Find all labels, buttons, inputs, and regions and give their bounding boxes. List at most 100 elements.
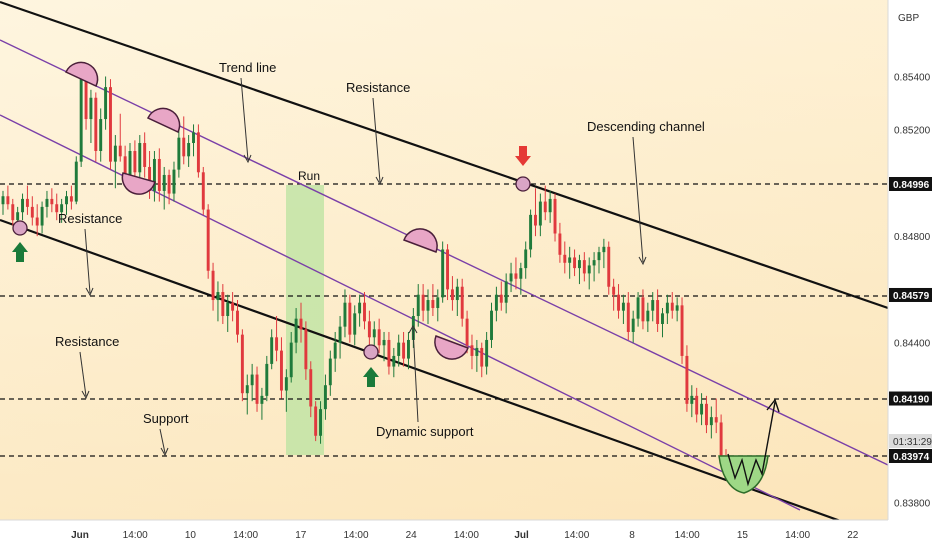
candle-body — [275, 337, 279, 351]
level-tag-label: 0.84190 — [893, 395, 930, 406]
candle-body — [612, 286, 616, 295]
candle-body — [236, 310, 239, 335]
candle-body — [416, 294, 420, 317]
annotation-descending-channel: Descending channel — [587, 119, 705, 134]
candle — [343, 289, 347, 338]
candle-body — [465, 318, 469, 346]
price-axis[interactable]: GBP 0.854000.852000.848000.844000.83800 … — [887, 0, 932, 520]
pointer-arrow-icon — [85, 287, 94, 297]
candle-body — [470, 345, 474, 356]
candle-body — [719, 422, 723, 458]
projection-path — [727, 401, 776, 487]
candle-body — [504, 281, 508, 303]
price-tick-label: 0.85400 — [894, 72, 931, 83]
candle-body — [65, 196, 68, 205]
candle-body — [1, 196, 5, 205]
candle — [617, 284, 620, 319]
candle — [455, 278, 459, 317]
candle-body — [118, 145, 122, 157]
run-zone — [286, 185, 324, 455]
candle — [656, 289, 660, 332]
candle-body — [450, 289, 454, 301]
time-tick-label: 14:00 — [785, 530, 810, 541]
candle — [182, 116, 186, 165]
candle-body — [460, 286, 464, 319]
touch-circle-1 — [12, 220, 28, 236]
time-tick-label: Jun — [71, 530, 89, 541]
time-tick-label: 17 — [295, 530, 307, 541]
pointer-arrow-icon — [408, 324, 418, 334]
currency-label: GBP — [898, 13, 919, 24]
candle-body — [577, 260, 581, 269]
candle-body — [475, 347, 479, 356]
candle — [177, 129, 181, 178]
candle — [196, 124, 200, 178]
candle — [548, 190, 552, 223]
touch-markers — [12, 61, 531, 360]
pointer-descending-channel — [632, 136, 644, 263]
candle-body — [6, 196, 10, 205]
candle — [138, 135, 142, 183]
candle — [338, 316, 342, 359]
candle-body — [343, 302, 347, 327]
level-tag-bg — [889, 287, 932, 302]
candle-body — [289, 342, 293, 378]
candle — [690, 385, 694, 418]
time-tick-label: 14:00 — [454, 530, 479, 541]
candle-body — [494, 294, 498, 311]
candle-body — [382, 339, 386, 346]
candle — [700, 393, 704, 426]
candle-body — [480, 347, 484, 367]
candle — [661, 308, 664, 338]
candle — [631, 310, 635, 343]
candle-body — [113, 145, 117, 162]
level-tag-label: 0.84579 — [893, 291, 930, 302]
time-tick-label: 10 — [185, 530, 197, 541]
candle — [587, 257, 591, 290]
signal-arrows — [12, 146, 531, 387]
candle — [402, 331, 406, 367]
time-tick-label: 14:00 — [343, 530, 368, 541]
candle-body — [656, 300, 660, 324]
candle-body — [162, 174, 166, 191]
candle-body — [402, 342, 406, 359]
touch-circle-3 — [515, 176, 531, 192]
up-arrow-icon — [363, 367, 379, 387]
candle-body — [226, 302, 230, 317]
candle-body — [314, 406, 318, 436]
candle — [534, 188, 537, 237]
candle — [226, 294, 230, 332]
candle-body — [592, 260, 596, 266]
candle-body — [602, 246, 606, 253]
time-tick-label: Jul — [514, 530, 529, 541]
candle — [680, 297, 684, 364]
candle-body — [157, 158, 161, 191]
level-tag-bg — [889, 391, 932, 406]
candle — [348, 294, 352, 343]
up-arrow-icon — [12, 242, 28, 262]
annotation-trend-line: Trend line — [219, 60, 276, 75]
candle-body — [328, 358, 332, 386]
candle — [35, 204, 39, 237]
candle — [714, 398, 718, 434]
candle — [113, 135, 117, 189]
candle-body — [182, 137, 186, 157]
time-tick-label: 8 — [629, 530, 635, 541]
candle — [30, 196, 34, 226]
candle-body — [167, 174, 171, 194]
candle — [397, 334, 401, 367]
candle — [524, 241, 528, 279]
candle-body — [587, 265, 591, 274]
channel-upper-line — [0, 0, 889, 310]
candle-body — [661, 313, 664, 324]
projection — [718, 398, 780, 494]
pointer-arrow-icon — [638, 256, 647, 266]
level-tag-bg — [889, 177, 932, 191]
candle-body — [582, 260, 586, 274]
candle-body — [670, 302, 674, 311]
time-tick-label: 14:00 — [675, 530, 700, 541]
time-tick-label: 14:00 — [123, 530, 148, 541]
time-axis[interactable]: Jun 14:00 10 14:00 17 14:00 24 14:00 Jul 14:00 8 14… — [0, 519, 932, 550]
candle-body — [138, 143, 142, 173]
candle — [21, 193, 25, 221]
